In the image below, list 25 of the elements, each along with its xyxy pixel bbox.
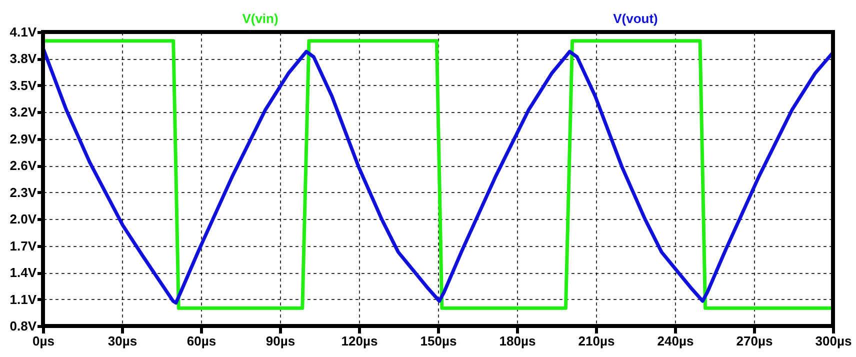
y-tick-label: 2.3V — [10, 184, 37, 200]
x-tick-label: 150µs — [420, 334, 457, 348]
x-tick-label: 240µs — [657, 334, 694, 348]
x-tick-label: 90µs — [266, 334, 296, 348]
y-tick-label: 0.8V — [10, 318, 37, 334]
y-tick-label: 2.0V — [10, 212, 37, 227]
y-tick-label: 3.5V — [10, 78, 37, 93]
x-tick-label: 300µs — [815, 334, 852, 348]
x-tick-label: 30µs — [108, 334, 138, 348]
y-tick-label: 1.4V — [10, 265, 37, 280]
x-tick-label: 270µs — [736, 334, 773, 348]
y-tick-label: 1.7V — [10, 238, 37, 254]
x-tick-label: 120µs — [341, 334, 378, 348]
y-tick-label: 3.8V — [10, 51, 37, 66]
x-tick-label: 0µs — [32, 334, 54, 348]
y-tick-label: 4.1V — [10, 24, 37, 40]
text: V(vout) — [613, 11, 658, 26]
text: V(vin) — [242, 11, 278, 26]
x-tick-label: 210µs — [578, 334, 615, 348]
y-tick-label: 2.9V — [10, 131, 37, 146]
x-tick-label: 60µs — [186, 334, 216, 348]
y-tick-label: 2.6V — [10, 158, 37, 174]
y-tick-label: 1.1V — [10, 292, 37, 307]
x-tick-label: 180µs — [499, 334, 536, 348]
y-tick-label: 3.2V — [10, 104, 37, 120]
